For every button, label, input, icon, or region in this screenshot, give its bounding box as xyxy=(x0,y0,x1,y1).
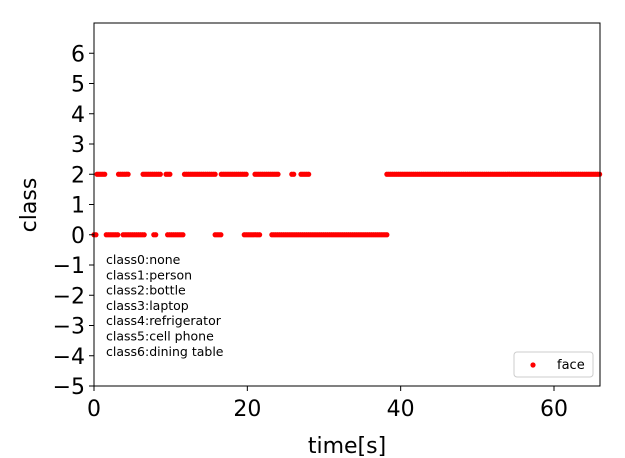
y-tick-label: 5 xyxy=(71,73,85,98)
data-point xyxy=(257,232,263,238)
y-tick-label: −1 xyxy=(53,254,85,279)
y-tick-label: 4 xyxy=(71,103,85,128)
y-tick-label: 2 xyxy=(71,163,85,188)
class-note: class2:bottle xyxy=(106,283,186,298)
class-legend-notes: class0:noneclass1:personclass2:bottlecla… xyxy=(106,252,224,359)
y-tick-label: −5 xyxy=(53,375,85,400)
class-note: class3:laptop xyxy=(106,298,189,313)
data-point xyxy=(218,232,224,238)
legend-marker xyxy=(530,362,536,368)
data-points xyxy=(91,171,603,238)
data-point xyxy=(384,232,390,238)
y-tick-label: −2 xyxy=(53,284,85,309)
class-note: class4:refrigerator xyxy=(106,313,222,328)
x-tick-label: 20 xyxy=(233,397,261,422)
data-point xyxy=(212,171,218,177)
data-point xyxy=(167,171,173,177)
x-tick-label: 60 xyxy=(540,397,568,422)
data-point xyxy=(102,171,108,177)
x-axis-ticks: 0 20 40 60 xyxy=(87,386,568,422)
data-point xyxy=(93,232,99,238)
y-tick-label: 6 xyxy=(71,42,85,67)
y-axis-label: class xyxy=(17,178,42,233)
data-point xyxy=(275,171,281,177)
data-point xyxy=(153,232,159,238)
data-point xyxy=(180,232,186,238)
y-axis-ticks: −5 −4 −3 −2 −1 0 1 2 3 4 5 6 xyxy=(53,42,94,400)
data-point xyxy=(141,232,147,238)
class-note: class6:dining table xyxy=(106,344,224,359)
data-point xyxy=(243,171,249,177)
y-tick-label: 1 xyxy=(71,194,85,219)
class-note: class5:cell phone xyxy=(106,329,214,344)
data-point xyxy=(157,171,163,177)
y-tick-label: −4 xyxy=(53,345,85,370)
x-axis-label: time[s] xyxy=(308,434,386,458)
y-tick-label: 3 xyxy=(71,133,85,158)
class-note: class1:person xyxy=(106,267,192,282)
data-point xyxy=(125,171,131,177)
data-point xyxy=(115,232,121,238)
y-tick-label: 0 xyxy=(71,224,85,249)
legend-label-face: face xyxy=(557,358,585,373)
legend-box xyxy=(513,351,594,378)
x-tick-label: 0 xyxy=(87,397,101,422)
y-tick-label: −3 xyxy=(53,315,85,340)
legend: face xyxy=(513,351,594,378)
data-point xyxy=(306,171,312,177)
x-tick-label: 40 xyxy=(387,397,415,422)
data-point xyxy=(291,171,297,177)
class-note: class0:none xyxy=(106,252,181,267)
